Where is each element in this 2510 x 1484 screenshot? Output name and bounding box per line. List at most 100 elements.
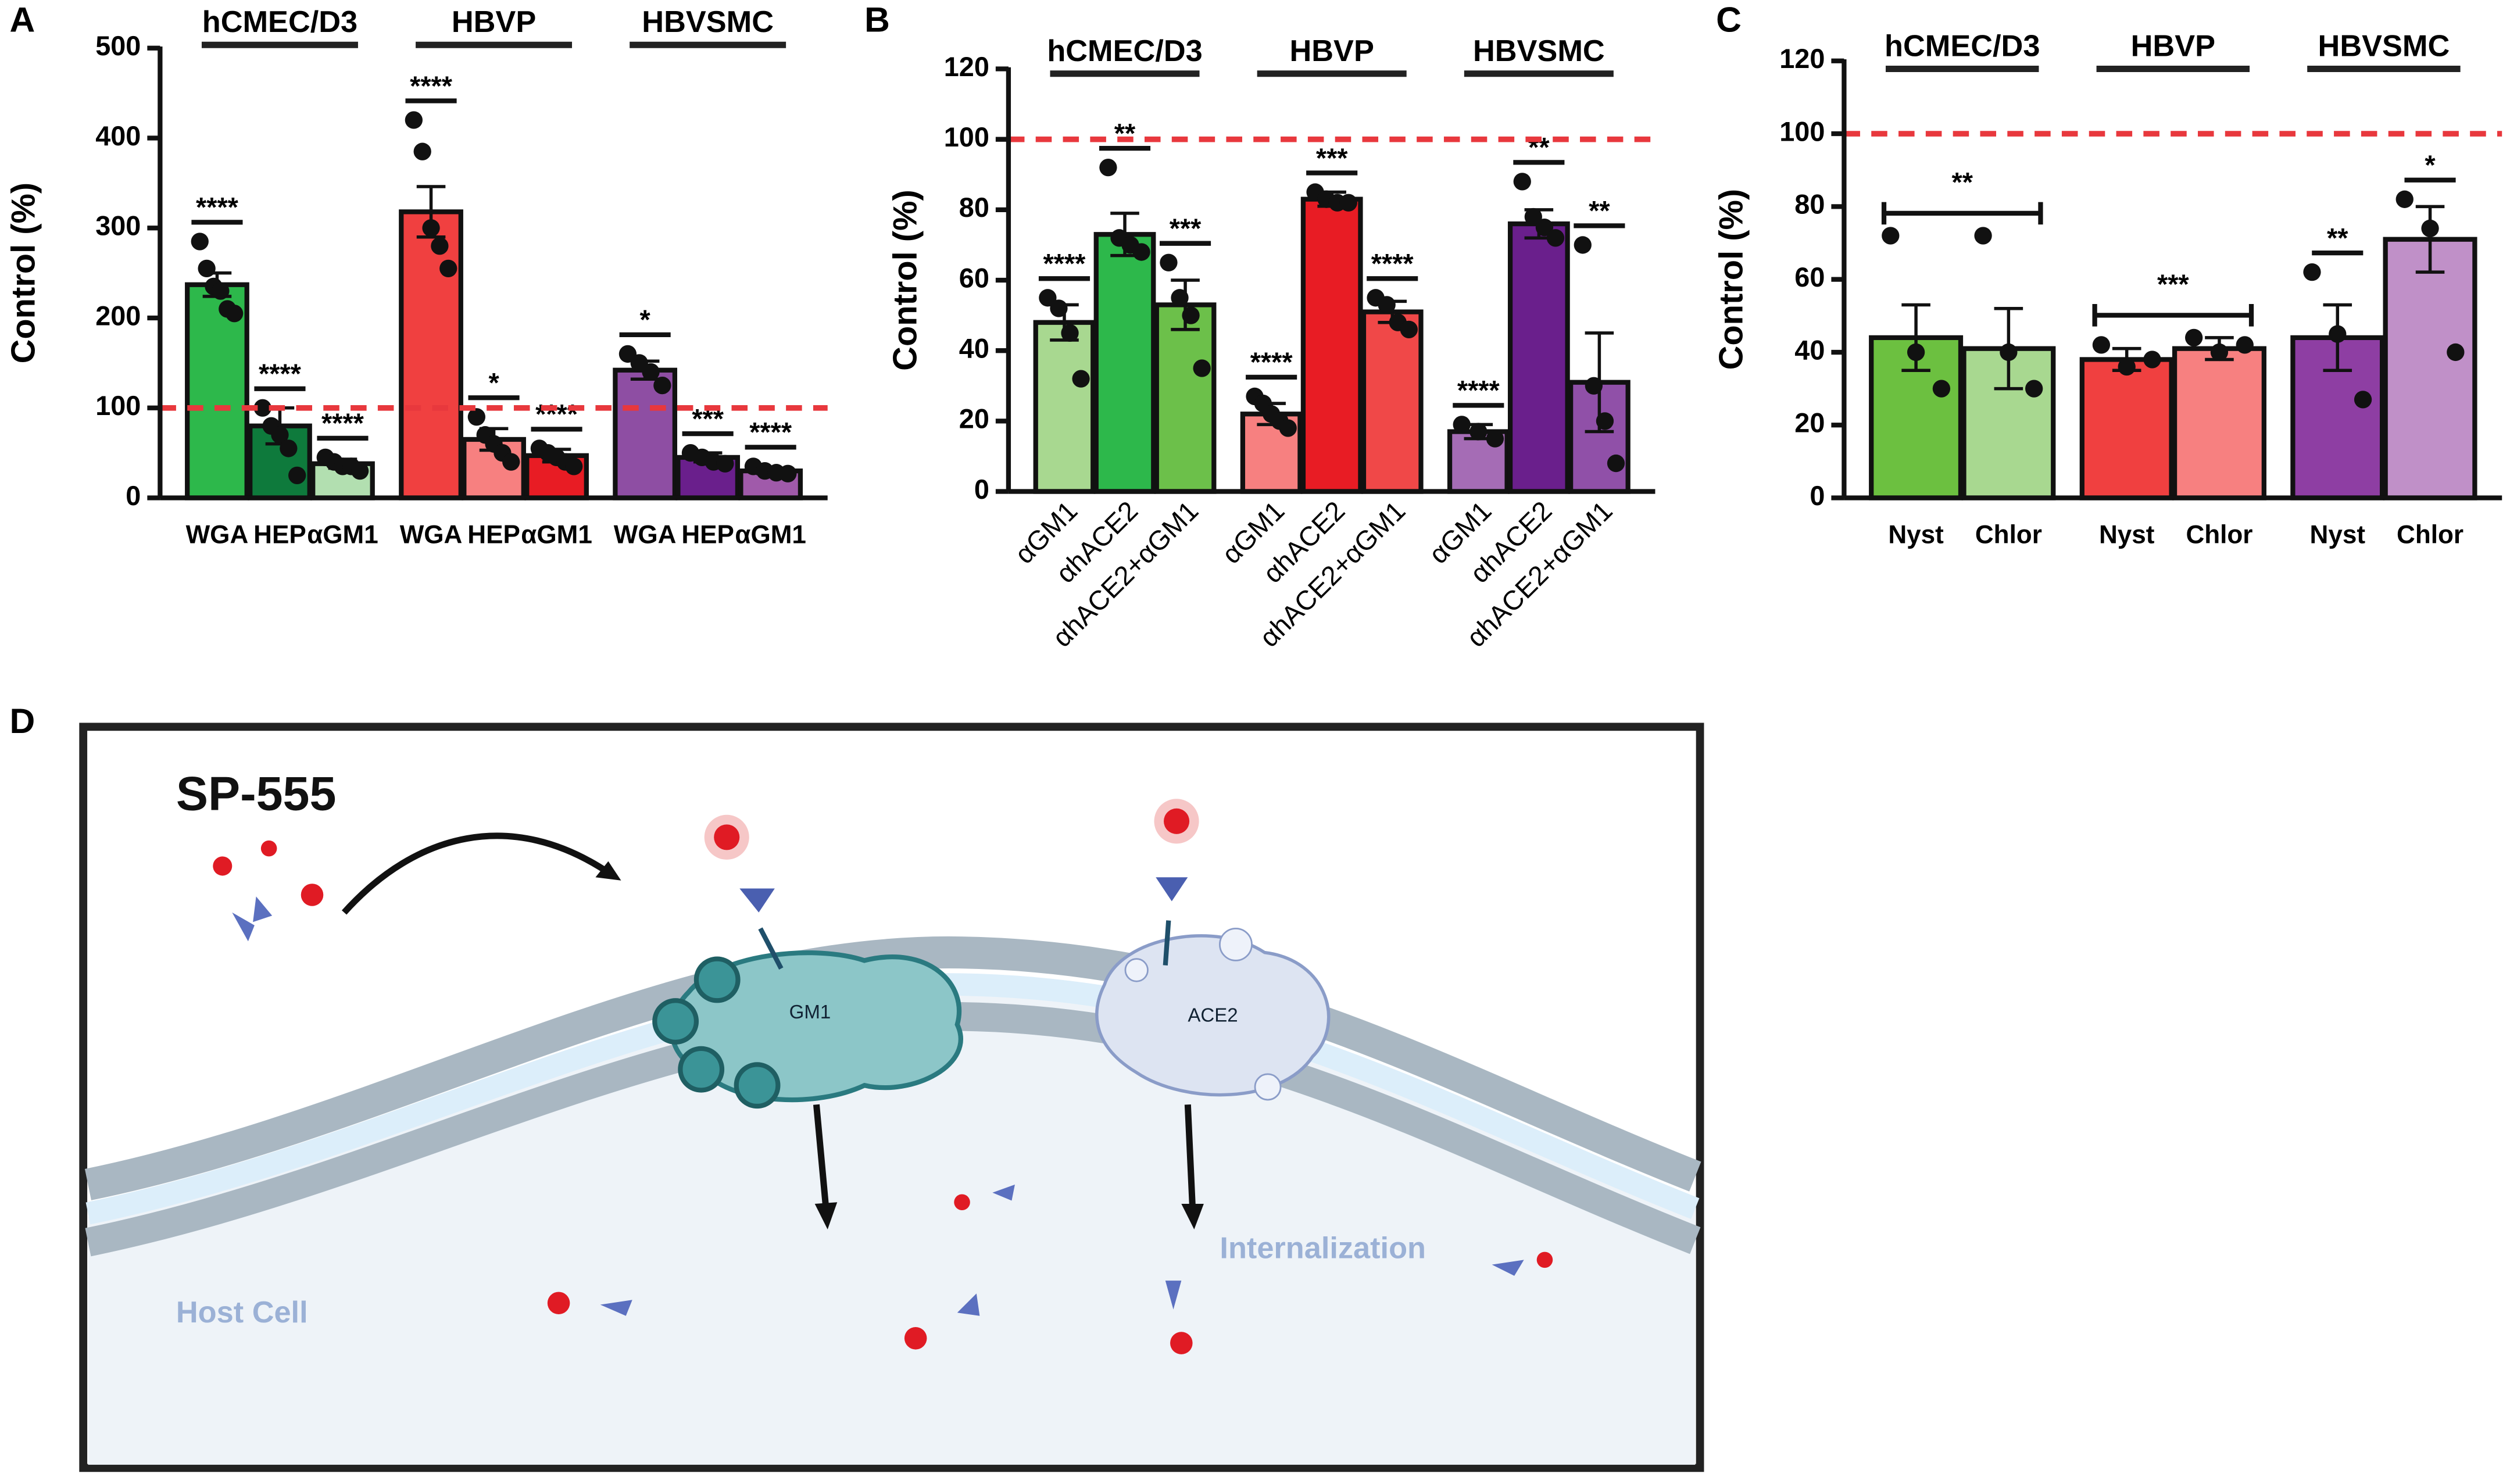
significance-label: * [640,305,651,335]
y-tick-label: 300 [95,211,141,241]
significance-label: ** [2327,223,2348,253]
significance-label: **** [1043,249,1086,279]
data-point [351,462,369,480]
x-tick-label: HEP [681,520,734,549]
bar [2172,346,2266,500]
x-tick-label: Chlor [2397,520,2463,549]
y-tick-label: 400 [95,121,141,151]
y-tick-label: 200 [95,301,141,331]
group-label: HBVP [2131,30,2215,63]
data-point [1160,253,1178,271]
significance-label: **** [535,399,578,430]
x-tick-label: Nyst [2099,520,2155,549]
data-point [2329,325,2347,343]
data-point [1171,289,1189,307]
data-point [253,399,271,417]
y-tick-label: 80 [959,192,989,223]
group-label: hCMEC/D3 [202,5,357,39]
x-tick-label: Nyst [2310,520,2366,549]
data-point [2143,351,2161,369]
data-point [2421,219,2439,238]
data-point [2303,263,2321,281]
y-tick-label: 0 [1810,481,1825,511]
significance-label: **** [1371,249,1414,279]
data-point [716,455,734,473]
data-point [1574,236,1592,254]
y-tick-label: 60 [959,263,989,293]
group-label: HBVSMC [2318,30,2450,63]
significance-label: **** [1250,347,1293,377]
data-point [1132,243,1150,261]
data-point [212,282,230,300]
data-point [2118,357,2136,376]
x-tick-label: WGA [400,520,463,549]
data-point [405,111,423,129]
y-tick-label: 60 [1794,262,1825,292]
bar [1154,302,1217,494]
data-point [431,237,449,255]
significance-label: **** [1457,376,1500,406]
y-tick-label: 120 [1779,44,1825,74]
y-tick-label: 100 [95,391,141,421]
data-point [413,142,431,160]
significance-label: ** [1952,167,1973,198]
significance-label: *** [2157,269,2189,299]
bar [1033,320,1096,494]
x-tick-label: αGM1 [735,520,806,549]
y-tick-label: 80 [1794,189,1825,220]
process-label: Internalization [1220,1232,1426,1265]
significance-bracket [1881,202,2043,225]
data-point [1279,419,1297,437]
data-point [1193,359,1211,377]
bar [399,209,463,500]
data-point [1546,229,1565,247]
significance-label: * [2425,150,2436,180]
group-label: HBVP [452,5,536,39]
significance-label: ** [1589,196,1610,226]
significance-label: **** [749,417,792,448]
significance-label: * [488,368,499,398]
arrow [341,832,610,915]
data-point [1974,227,1992,245]
data-point [1585,377,1603,395]
error-bar [2415,205,2445,274]
x-tick-label: WGA [186,520,249,549]
data-point [191,233,209,251]
y-axis-label: Control (%) [5,183,42,364]
data-point [642,363,660,381]
significance-label: **** [410,71,453,101]
data-point [1535,218,1554,237]
gm1-complex [652,814,963,1109]
data-point [1061,324,1079,342]
data-point [1486,430,1504,448]
y-tick-label: 0 [126,481,141,511]
data-point [1469,423,1488,441]
y-tick-label: 20 [959,404,989,434]
group-label: hCMEC/D3 [1885,30,2040,63]
data-point [2447,343,2465,362]
bar [1093,232,1156,494]
x-tick-label: WGA [614,520,677,549]
ace2-complex [1095,799,1331,1101]
data-point [1607,454,1625,473]
data-point [2185,328,2203,347]
group-label: HBVP [1290,34,1374,68]
data-point [1400,320,1418,338]
significance-label: **** [259,359,302,389]
y-tick-label: 40 [959,334,989,364]
arrowhead [595,861,621,881]
receptor-label: GM1 [789,1002,831,1023]
data-point [1182,306,1200,324]
data-point [288,466,306,484]
y-tick-label: 120 [944,52,989,82]
data-point [198,259,216,278]
data-point [779,464,797,482]
data-point [1513,173,1531,191]
y-tick-label: 100 [944,122,989,152]
data-point [2000,343,2018,362]
x-tick-label: HEP [467,520,520,549]
cell-label: Host Cell [176,1296,308,1329]
diagram-title: SP-555 [176,766,337,820]
data-point [280,439,298,457]
